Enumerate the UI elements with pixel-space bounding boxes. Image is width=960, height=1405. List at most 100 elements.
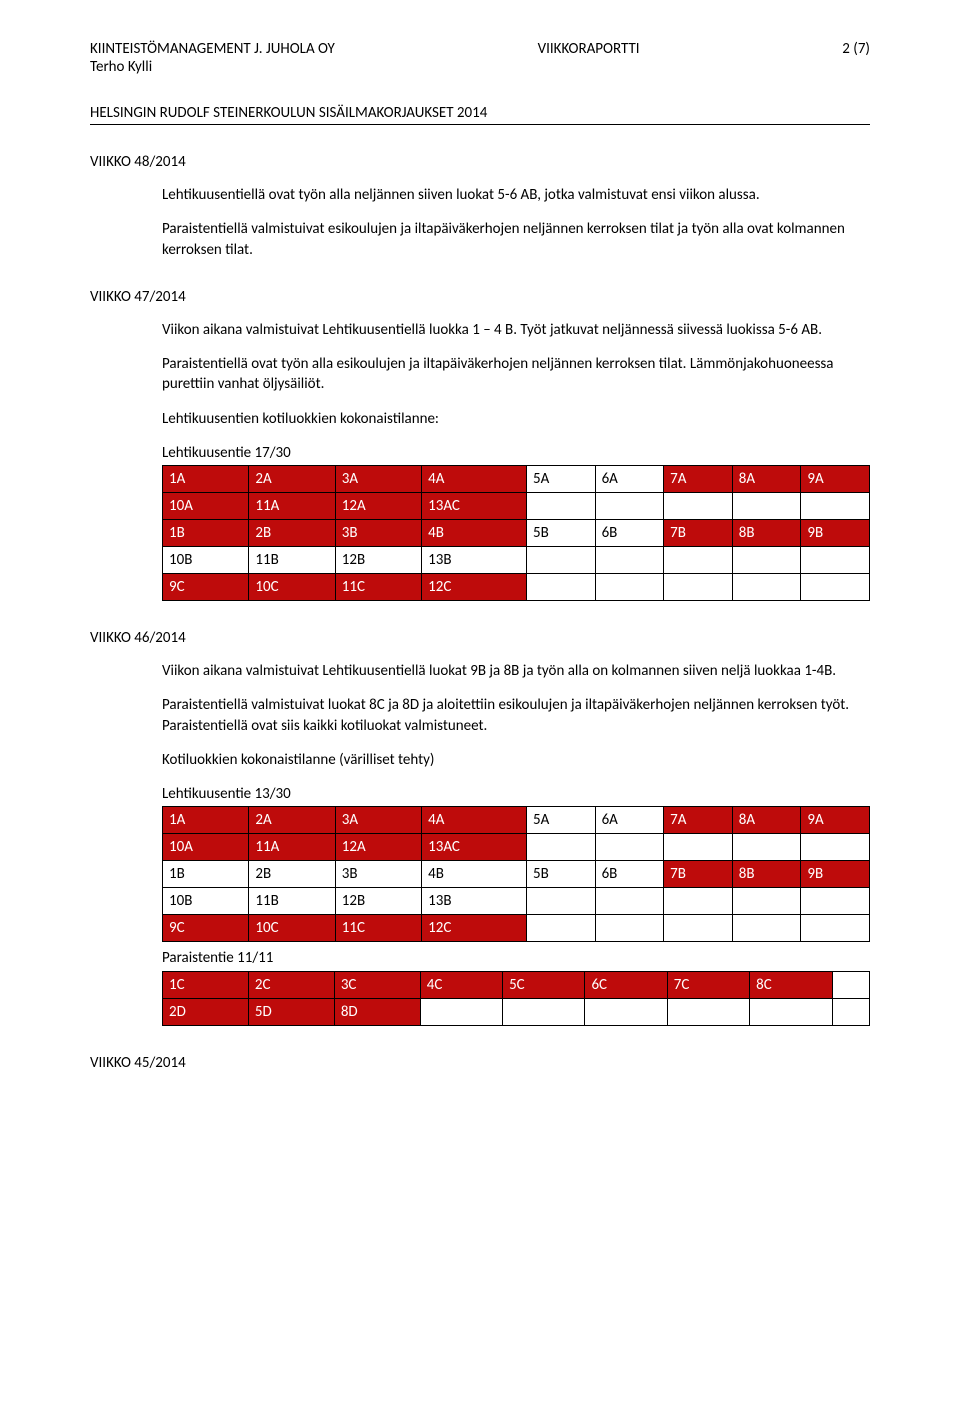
table-cell: 2B — [249, 861, 335, 888]
table-cell: 1B — [163, 861, 249, 888]
table-cell — [595, 547, 664, 574]
table-row: 10B11B12B13B — [163, 888, 870, 915]
table-cell — [595, 493, 664, 520]
table-cell: 8B — [732, 520, 801, 547]
table-cell — [832, 998, 869, 1025]
table-row: 1A2A3A4A5A6A7A8A9A — [163, 466, 870, 493]
table-cell: 7A — [664, 466, 733, 493]
table-cell: 2C — [248, 971, 334, 998]
table-cell: 12B — [335, 547, 421, 574]
table-cell: 7C — [667, 971, 749, 998]
table-cell: 11B — [249, 547, 335, 574]
table-row: 1C2C3C4C5C6C7C8C — [163, 971, 870, 998]
w46-p2: Paraistentiellä valmistuivat luokat 8C j… — [162, 695, 870, 736]
table-cell — [664, 915, 733, 942]
table-cell — [526, 888, 595, 915]
table-cell — [732, 547, 801, 574]
table-cell: 6B — [595, 861, 664, 888]
table-cell: 9B — [801, 861, 870, 888]
section-heading-45: VIIKKO 45/2014 — [90, 1054, 870, 1072]
table-cell — [732, 888, 801, 915]
w48-p1: Lehtikuusentiellä ovat työn alla neljänn… — [162, 185, 870, 205]
table-cell: 3A — [335, 807, 421, 834]
table-cell: 10A — [163, 493, 249, 520]
table-cell — [595, 574, 664, 601]
table-cell — [801, 547, 870, 574]
table-cell — [585, 998, 667, 1025]
table-cell: 11C — [335, 574, 421, 601]
header-row: KIINTEISTÖMANAGEMENT J. JUHOLA OY VIIKKO… — [90, 40, 870, 58]
table-cell: 4A — [422, 807, 527, 834]
table-row: 10A11A12A13AC — [163, 493, 870, 520]
table-cell — [526, 574, 595, 601]
table-cell: 5B — [526, 520, 595, 547]
table-cell — [664, 547, 733, 574]
table-cell — [667, 998, 749, 1025]
section-heading-47: VIIKKO 47/2014 — [90, 288, 870, 306]
table-row: 1B2B3B4B5B6B7B8B9B — [163, 861, 870, 888]
header-company: KIINTEISTÖMANAGEMENT J. JUHOLA OY — [90, 40, 335, 58]
table-cell — [801, 888, 870, 915]
w46-table2: 1C2C3C4C5C6C7C8C2D5D8D — [162, 971, 870, 1026]
w46-table1: 1A2A3A4A5A6A7A8A9A10A11A12A13AC1B2B3B4B5… — [162, 806, 870, 942]
table-row: 9C10C11C12C — [163, 574, 870, 601]
table-cell — [526, 493, 595, 520]
table-row: 1A2A3A4A5A6A7A8A9A — [163, 807, 870, 834]
table-cell — [732, 574, 801, 601]
w46-p3: Kotiluokkien kokonaistilanne (värilliset… — [162, 750, 870, 770]
table-cell: 8A — [732, 807, 801, 834]
table-cell: 2A — [249, 466, 335, 493]
table-cell: 2A — [249, 807, 335, 834]
w46-p1: Viikon aikana valmistuivat Lehtikuusenti… — [162, 661, 870, 681]
table-cell: 5C — [503, 971, 585, 998]
w47-p1: Viikon aikana valmistuivat Lehtikuusenti… — [162, 320, 870, 340]
header-author: Terho Kylli — [90, 58, 870, 76]
header-doc-type: VIIKKORAPORTTI — [538, 40, 640, 58]
section-heading-48: VIIKKO 48/2014 — [90, 153, 870, 171]
table-cell: 10B — [163, 888, 249, 915]
table-cell: 5D — [248, 998, 334, 1025]
w47-table-caption: Lehtikuusentie 17/30 — [162, 443, 870, 463]
w47-p3: Lehtikuusentien kotiluokkien kokonaistil… — [162, 409, 870, 429]
table-row: 2D5D8D — [163, 998, 870, 1025]
table-cell — [420, 998, 502, 1025]
table-cell: 6C — [585, 971, 667, 998]
w47-p2: Paraistentiellä ovat työn alla esikouluj… — [162, 354, 870, 395]
table-cell: 9A — [801, 466, 870, 493]
w47-table: 1A2A3A4A5A6A7A8A9A10A11A12A13AC1B2B3B4B5… — [162, 465, 870, 601]
table-cell — [664, 574, 733, 601]
table-cell: 12B — [335, 888, 421, 915]
table-cell — [595, 915, 664, 942]
table-cell: 1A — [163, 807, 249, 834]
table-cell: 11B — [249, 888, 335, 915]
table-cell — [832, 971, 869, 998]
table-cell: 12A — [335, 493, 421, 520]
table-cell — [801, 915, 870, 942]
table-cell: 1C — [163, 971, 249, 998]
table-cell: 9C — [163, 574, 249, 601]
table-cell — [526, 834, 595, 861]
table-cell: 3B — [335, 861, 421, 888]
table-cell: 3B — [335, 520, 421, 547]
section-48-body: Lehtikuusentiellä ovat työn alla neljänn… — [162, 185, 870, 260]
table-cell: 13B — [422, 547, 527, 574]
w46-t2-caption: Paraistentie 11/11 — [162, 948, 870, 968]
table-cell: 4A — [422, 466, 527, 493]
table-cell: 6A — [595, 807, 664, 834]
table-row: 10B11B12B13B — [163, 547, 870, 574]
table-cell: 10A — [163, 834, 249, 861]
subtitle: HELSINGIN RUDOLF STEINERKOULUN SISÄILMAK… — [90, 104, 870, 125]
table-cell — [750, 998, 832, 1025]
section-46-body: Viikon aikana valmistuivat Lehtikuusenti… — [162, 661, 870, 1026]
table-row: 9C10C11C12C — [163, 915, 870, 942]
table-cell — [664, 888, 733, 915]
section-47-body: Viikon aikana valmistuivat Lehtikuusenti… — [162, 320, 870, 601]
table-cell: 10C — [249, 915, 335, 942]
table-row: 1B2B3B4B5B6B7B8B9B — [163, 520, 870, 547]
table-cell: 9B — [801, 520, 870, 547]
table-cell: 10B — [163, 547, 249, 574]
table-cell: 9C — [163, 915, 249, 942]
table-cell — [732, 915, 801, 942]
table-cell: 8A — [732, 466, 801, 493]
table-cell: 12C — [422, 574, 527, 601]
